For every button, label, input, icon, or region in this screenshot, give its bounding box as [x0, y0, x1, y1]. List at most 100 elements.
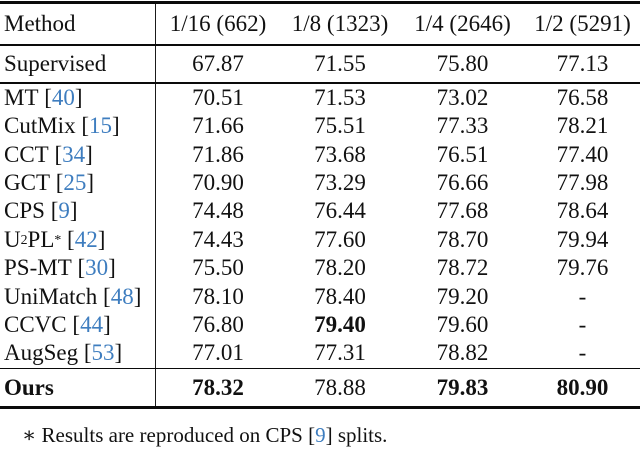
citation-open-bracket: [: [308, 423, 316, 448]
citation-link[interactable]: [53]: [84, 340, 122, 366]
method-cell: UniMatch [48]: [0, 282, 155, 310]
method-row: U 2 PL * [42] 74.43 77.60 78.70 79.94: [0, 225, 640, 254]
ours-top-rule: [0, 367, 640, 370]
citation-number: 44: [80, 311, 104, 337]
supervised-row: Supervised 67.87 71.55 75.80 77.13: [0, 45, 640, 82]
citation-link[interactable]: [40]: [44, 85, 82, 111]
value-cell: 70.90: [155, 168, 280, 198]
citation-link[interactable]: [9]: [308, 423, 333, 447]
value-cell: 76.58: [556, 84, 609, 110]
citation-link[interactable]: [48]: [103, 284, 141, 310]
footnote-text-prefix: Results are reproduced on CPS: [36, 423, 309, 448]
method-cell: GCT [25]: [0, 169, 155, 197]
method-row: CCT [34] 71.86 73.68 76.51 77.40: [0, 140, 640, 169]
citation-open-bracket: [: [50, 198, 59, 224]
citation-link[interactable]: [44]: [72, 312, 110, 338]
citation-number: 34: [62, 141, 86, 167]
value-cell: 73.02: [436, 84, 489, 110]
value-cell: 77.68: [436, 198, 489, 224]
value-cell: 78.10: [155, 282, 280, 311]
citation-open-bracket: [: [54, 141, 63, 167]
value-cell: 73.68: [314, 141, 366, 167]
citation-close-bracket: ]: [108, 255, 116, 281]
citation-link[interactable]: [42]: [67, 227, 105, 253]
method-row: CutMix [15] 71.66 75.51 77.33 78.21: [0, 111, 640, 141]
citation-open-bracket: [: [103, 283, 111, 309]
value-cell: 78.40: [314, 283, 366, 309]
value-cell: 77.40: [556, 141, 609, 167]
value-cell: 78.70: [436, 226, 489, 252]
value-cell: 75.51: [314, 113, 366, 139]
citation-close-bracket: ]: [325, 423, 333, 448]
value-cell: 71.66: [155, 111, 280, 141]
value-cell: -: [578, 311, 587, 337]
footnote-text-suffix: splits.: [332, 423, 388, 448]
value-cell: 78.32: [155, 369, 280, 407]
citation-close-bracket: ]: [74, 84, 83, 110]
method-cell: PS-MT [30]: [0, 254, 155, 282]
method-label-part: PS-MT: [4, 255, 72, 281]
citation-link[interactable]: [15]: [81, 113, 119, 139]
citation-open-bracket: [: [44, 84, 52, 110]
value-cell: 77.31: [314, 340, 366, 366]
method-cell: U 2 PL * [42]: [4, 226, 106, 253]
value-cell: -: [578, 283, 587, 309]
method-row: PS-MT [30] 75.50 78.20 78.72 79.76: [0, 253, 640, 283]
method-label-part: CCT: [4, 141, 49, 167]
value-cell: 79.40: [314, 311, 366, 337]
value-cell: -: [578, 340, 587, 366]
method-cell: MT [40]: [0, 84, 155, 112]
supervised-bottom-rule: [0, 81, 640, 84]
citation-link[interactable]: [25]: [56, 170, 94, 196]
citation-number: 42: [74, 226, 98, 252]
citation-number: 30: [85, 255, 109, 281]
citation-open-bracket: [: [77, 255, 86, 281]
column-header-split-1-2: 1/2 (5291): [534, 11, 631, 36]
citation-number: 40: [51, 84, 75, 110]
value-cell: 78.88: [314, 374, 366, 400]
value-cell: 77.60: [314, 226, 366, 252]
value-cell: 78.72: [436, 255, 489, 281]
value-cell: 71.53: [314, 84, 366, 110]
value-cell: 71.86: [155, 140, 280, 169]
citation-close-bracket: ]: [69, 198, 78, 224]
method-label-part: U: [4, 226, 21, 252]
column-header-split-1-16: 1/16 (662): [155, 4, 280, 44]
citation-close-bracket: ]: [133, 283, 142, 309]
table-header-row: Method 1/16 (662) 1/8 (1323) 1/4 (2646) …: [0, 4, 640, 44]
citation-close-bracket: ]: [97, 226, 106, 252]
value-cell: 77.13: [556, 50, 609, 76]
citation-link[interactable]: [34]: [54, 142, 92, 168]
value-cell: 74.48: [155, 197, 280, 226]
method-label-part: Supervised: [4, 50, 107, 76]
method-row: GCT [25] 70.90 73.29 76.66 77.98: [0, 168, 640, 198]
value-cell: 74.43: [155, 225, 280, 254]
method-label-part: UniMatch: [4, 283, 98, 309]
citation-link[interactable]: [9]: [51, 198, 78, 224]
citation-open-bracket: [: [72, 311, 81, 337]
column-header-split-1-4: 1/4 (2646): [414, 11, 511, 36]
value-cell: 79.20: [436, 283, 489, 309]
value-cell: 67.87: [155, 45, 280, 82]
citation-close-bracket: ]: [85, 141, 93, 167]
citation-close-bracket: ]: [112, 113, 120, 139]
value-cell: 79.60: [436, 311, 489, 337]
value-cell: 79.83: [436, 374, 489, 400]
value-cell: 78.20: [314, 255, 366, 281]
citation-link[interactable]: [30]: [78, 255, 116, 281]
method-cell: CutMix [15]: [0, 112, 155, 140]
method-label-part: CutMix: [4, 113, 76, 139]
value-cell: 70.51: [155, 83, 280, 112]
citation-open-bracket: [: [83, 340, 92, 366]
value-cell: 76.51: [436, 141, 489, 167]
value-cell: 77.01: [155, 339, 280, 368]
column-header-split-1-8: 1/8 (1323): [291, 11, 389, 36]
method-label-part: MT: [4, 84, 39, 110]
method-cell: Supervised: [0, 46, 155, 82]
table-footnote: ∗ Results are reproduced on CPS [9] spli…: [0, 409, 640, 448]
method-cell: CCT [34]: [0, 140, 155, 168]
value-cell: 75.80: [436, 50, 489, 76]
value-cell: 80.90: [556, 374, 609, 400]
citation-number: 48: [110, 283, 134, 309]
